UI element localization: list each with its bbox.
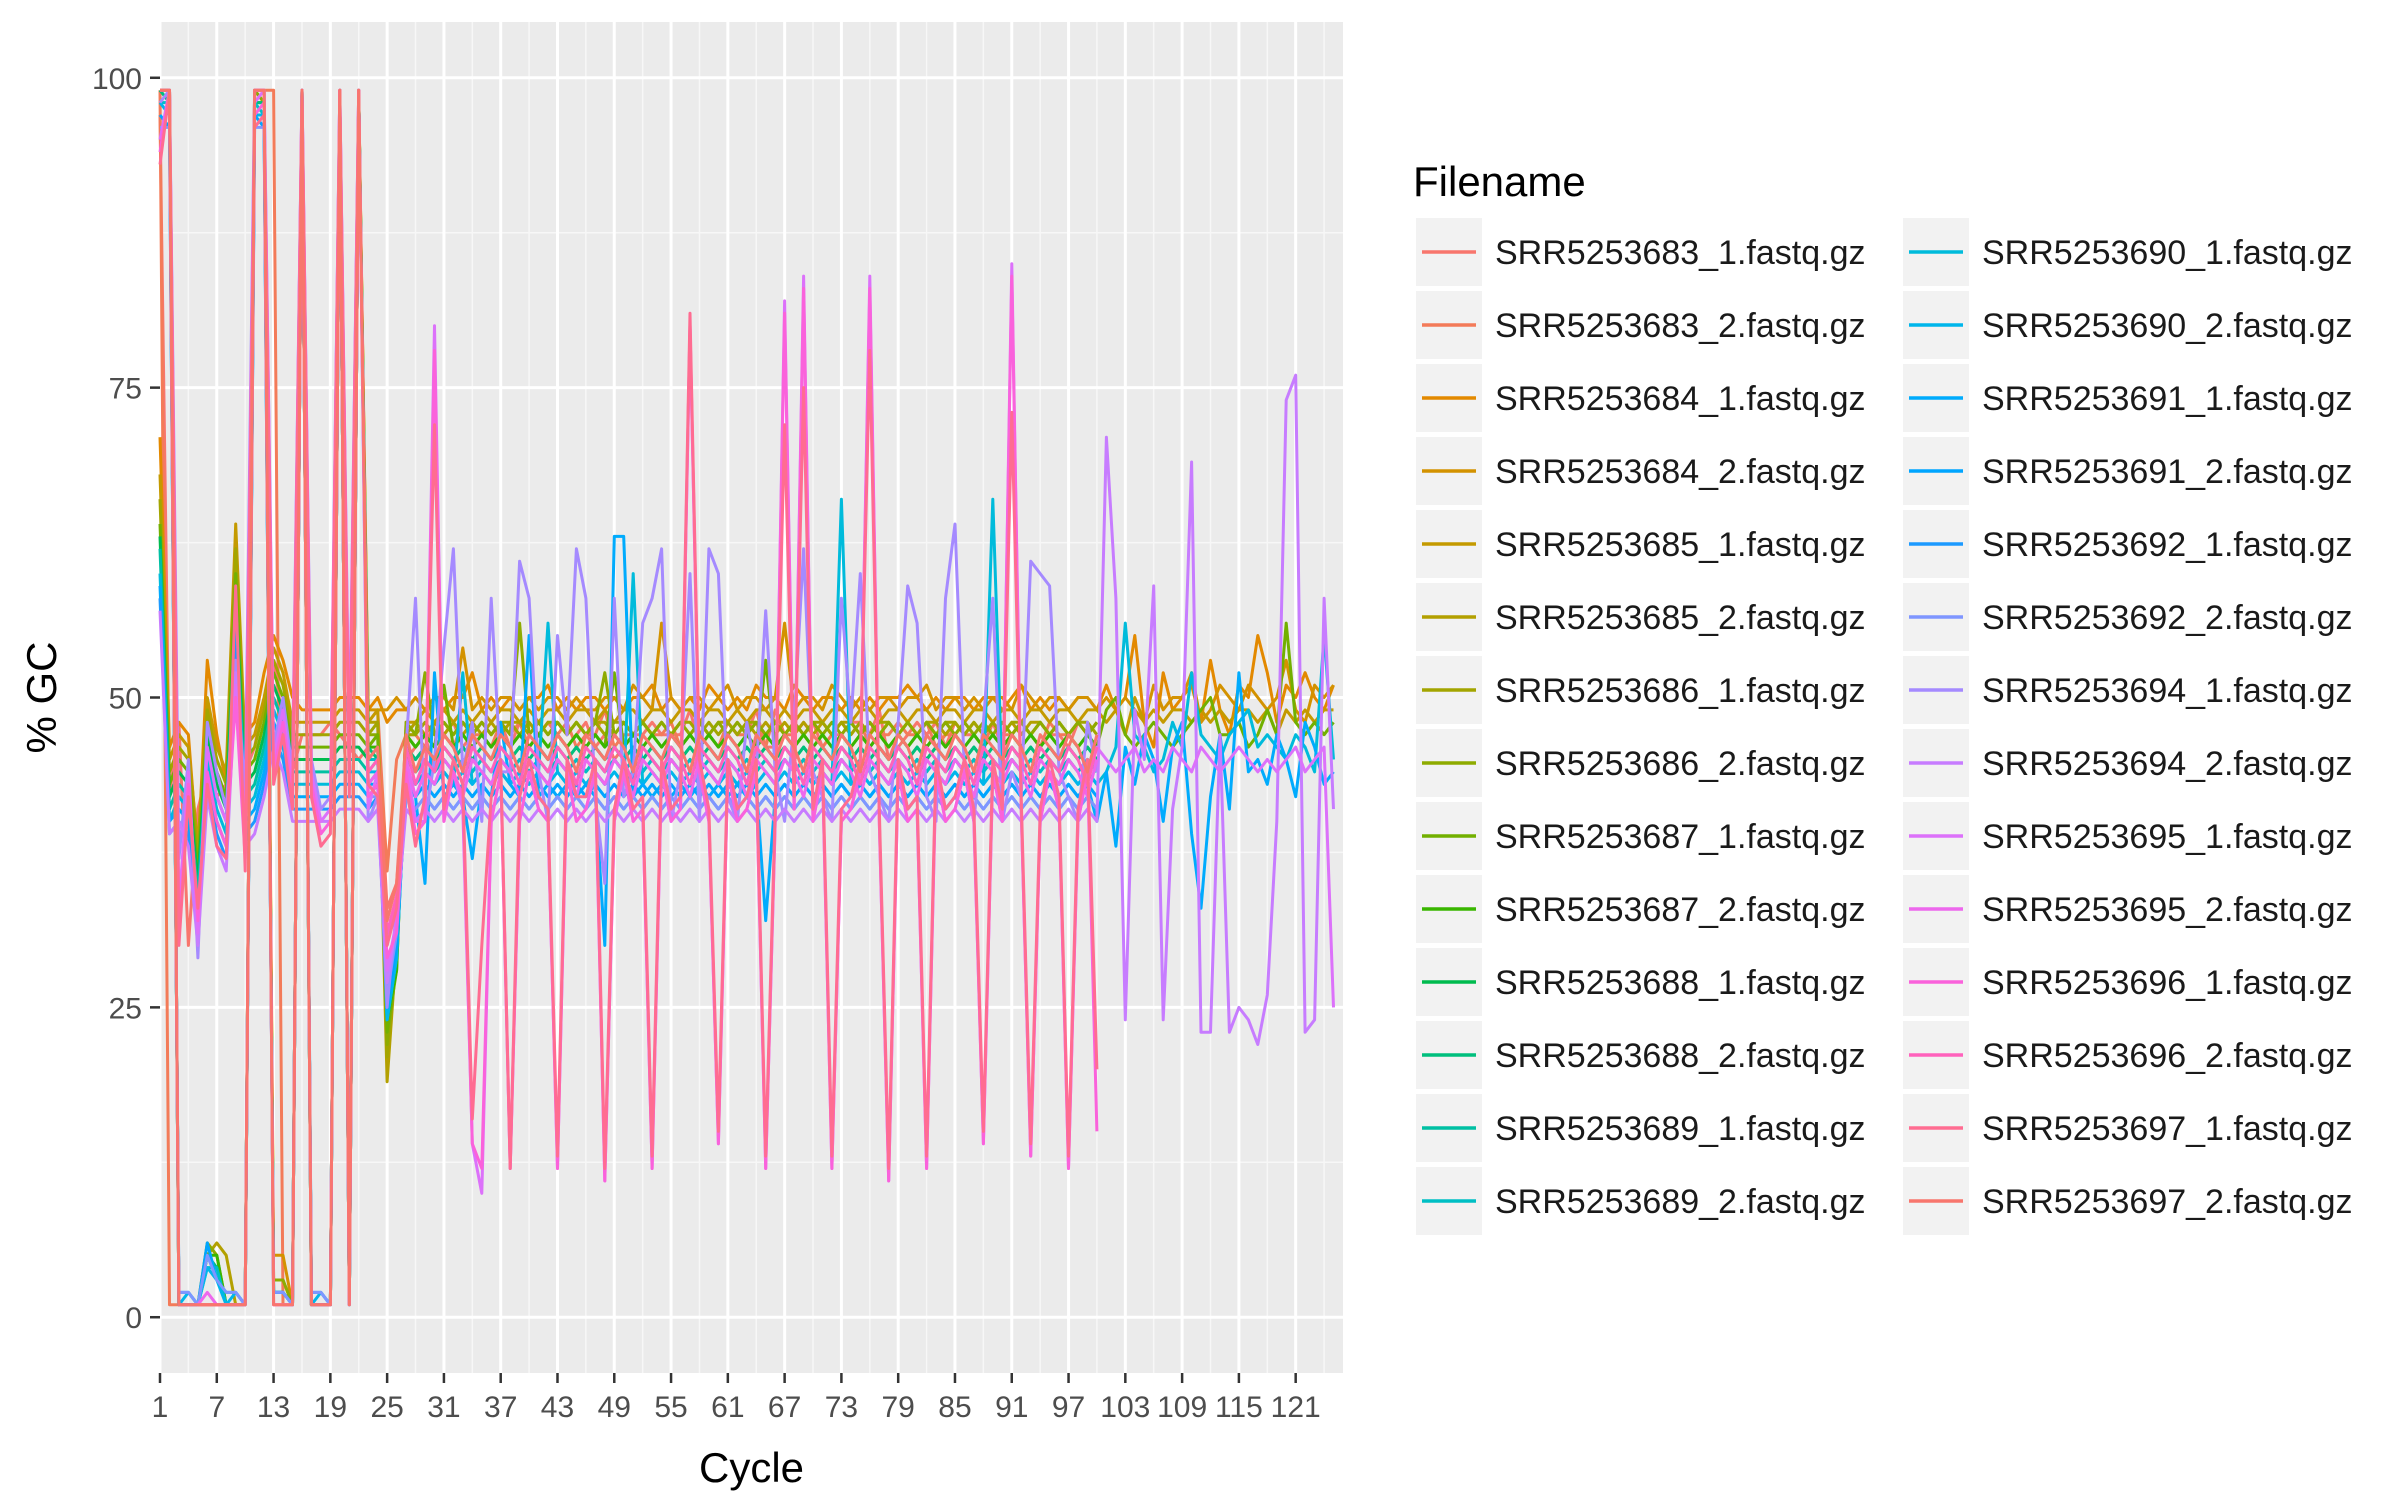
x-tick-label: 31 bbox=[427, 1391, 460, 1424]
legend-entry: SRR5253688_1.fastq.gz bbox=[1495, 964, 1865, 1002]
x-tick-label: 121 bbox=[1271, 1391, 1321, 1424]
y-tick-label: 25 bbox=[109, 992, 142, 1025]
legend-entry: SRR5253691_1.fastq.gz bbox=[1982, 380, 2352, 418]
x-tick-label: 13 bbox=[257, 1391, 290, 1424]
x-tick-label: 103 bbox=[1100, 1391, 1150, 1424]
legend-entry: SRR5253696_2.fastq.gz bbox=[1982, 1037, 2352, 1075]
x-tick-label: 115 bbox=[1215, 1391, 1263, 1424]
legend-entry: SRR5253684_2.fastq.gz bbox=[1495, 453, 1865, 491]
series-line-28 bbox=[160, 88, 1099, 1307]
series-lines bbox=[158, 88, 1335, 1307]
series-line-25 bbox=[158, 88, 1099, 1183]
x-tick-label: 61 bbox=[711, 1391, 744, 1424]
legend-entry: SRR5253694_1.fastq.gz bbox=[1982, 672, 2352, 710]
x-tick-label: 85 bbox=[938, 1391, 971, 1424]
series-line-3 bbox=[158, 437, 1335, 861]
x-tick-label: 25 bbox=[370, 1391, 403, 1424]
legend-entry: SRR5253687_1.fastq.gz bbox=[1495, 818, 1865, 856]
y-tick-label: 100 bbox=[92, 63, 142, 96]
x-tick-label: 49 bbox=[598, 1391, 631, 1424]
legend-entry: SRR5253690_1.fastq.gz bbox=[1982, 234, 2352, 272]
y-tick-label: 0 bbox=[125, 1302, 142, 1335]
legend-entry: SRR5253694_2.fastq.gz bbox=[1982, 745, 2352, 783]
legend-entry: SRR5253685_2.fastq.gz bbox=[1495, 599, 1865, 637]
x-axis-title: Cycle bbox=[699, 1444, 804, 1491]
y-tick-label: 75 bbox=[109, 373, 142, 406]
legend-entry: SRR5253692_2.fastq.gz bbox=[1982, 599, 2352, 637]
legend-entry: SRR5253683_2.fastq.gz bbox=[1495, 307, 1865, 345]
x-tick-label: 43 bbox=[541, 1391, 574, 1424]
legend-entry: SRR5253696_1.fastq.gz bbox=[1982, 964, 2352, 1002]
legend-entry: SRR5253695_2.fastq.gz bbox=[1982, 891, 2352, 929]
x-tick-label: 1 bbox=[152, 1391, 169, 1424]
legend-entry: SRR5253697_2.fastq.gz bbox=[1982, 1183, 2352, 1221]
legend-entry: SRR5253686_2.fastq.gz bbox=[1495, 745, 1865, 783]
x-tick-label: 55 bbox=[654, 1391, 687, 1424]
legend-entry: SRR5253691_2.fastq.gz bbox=[1982, 453, 2352, 491]
legend-entry: SRR5253689_2.fastq.gz bbox=[1495, 1183, 1865, 1221]
legend-entry: SRR5253689_1.fastq.gz bbox=[1495, 1110, 1865, 1148]
y-axis-title: % GC bbox=[18, 641, 65, 753]
legend-entry: SRR5253685_1.fastq.gz bbox=[1495, 526, 1865, 564]
x-tick-label: 79 bbox=[882, 1391, 915, 1424]
legend: SRR5253683_1.fastq.gz SRR5253683_2.fastq.… bbox=[1416, 218, 2352, 1235]
y-axis-ticks: 0 25 50 75 100 bbox=[92, 63, 160, 1335]
legend-title: Filename bbox=[1413, 158, 1586, 205]
x-axis-ticks: 1 7 13 19 25 31 37 43 49 55 61 67 73 79 85 91 97 103 109 11… bbox=[152, 1373, 1321, 1424]
y-tick-label: 50 bbox=[109, 683, 142, 716]
series-line-27 bbox=[158, 88, 1099, 1170]
x-tick-label: 67 bbox=[768, 1391, 801, 1424]
legend-entry: SRR5253686_1.fastq.gz bbox=[1495, 672, 1865, 710]
legend-entry: SRR5253687_2.fastq.gz bbox=[1495, 891, 1865, 929]
x-tick-label: 7 bbox=[208, 1391, 225, 1424]
x-tick-label: 73 bbox=[825, 1391, 858, 1424]
x-tick-label: 91 bbox=[995, 1391, 1028, 1424]
x-tick-label: 37 bbox=[484, 1391, 517, 1424]
x-tick-label: 19 bbox=[314, 1391, 347, 1424]
legend-entry: SRR5253692_1.fastq.gz bbox=[1982, 526, 2352, 564]
legend-entry: SRR5253688_2.fastq.gz bbox=[1495, 1037, 1865, 1075]
legend-entry: SRR5253695_1.fastq.gz bbox=[1982, 818, 2352, 856]
legend-entry: SRR5253684_1.fastq.gz bbox=[1495, 380, 1865, 418]
legend-entry: SRR5253690_2.fastq.gz bbox=[1982, 307, 2352, 345]
x-tick-label: 109 bbox=[1157, 1391, 1207, 1424]
legend-entry: SRR5253683_1.fastq.gz bbox=[1495, 234, 1865, 272]
x-tick-label: 97 bbox=[1052, 1391, 1085, 1424]
legend-entry: SRR5253697_1.fastq.gz bbox=[1982, 1110, 2352, 1148]
